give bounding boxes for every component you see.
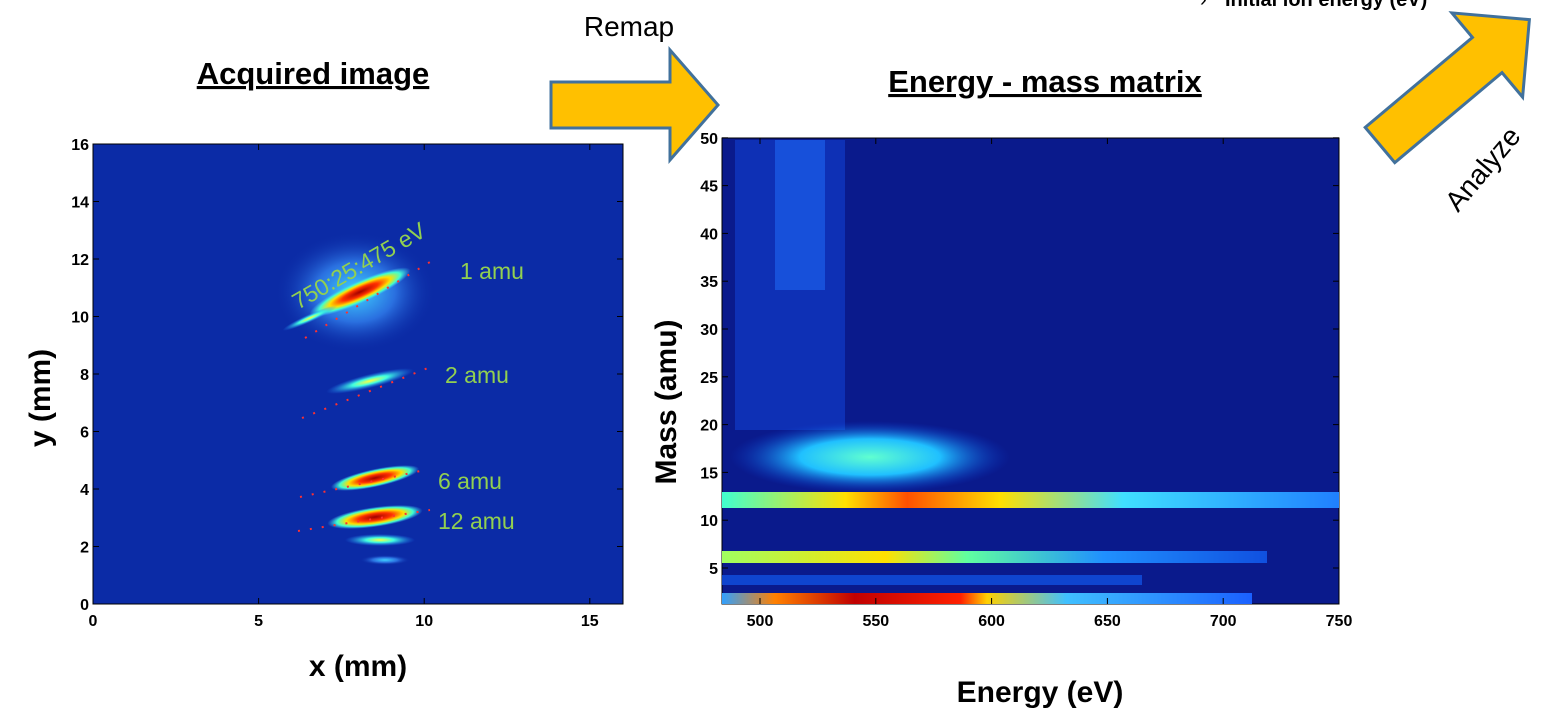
cloud (730, 421, 1010, 493)
left-plot-area (92, 143, 624, 605)
analyze-arrow-shape (1363, 11, 1532, 165)
y-tick-label: 40 (700, 226, 718, 243)
y-tick-label: 45 (700, 179, 718, 196)
band (722, 575, 1142, 585)
streak (360, 555, 410, 565)
analyze-arrow (1363, 11, 1532, 165)
fit-dots (304, 261, 431, 339)
y-tick-label: 25 (700, 370, 718, 387)
x-tick-label: 650 (1094, 613, 1121, 630)
x-tick-label: 10 (415, 613, 433, 630)
y-tick-label: 35 (700, 274, 718, 291)
remap-label: Remap (584, 11, 674, 42)
annotation: 1 amu (460, 258, 524, 284)
x-tick-label: 600 (978, 613, 1005, 630)
right-plot (721, 137, 1340, 605)
y-tick-label: 8 (80, 367, 89, 384)
left-x-label: x (mm) (309, 650, 407, 683)
y-tick-label: 12 (71, 252, 89, 269)
y-tick-label: 0 (80, 597, 89, 614)
x-tick-label: 550 (862, 613, 889, 630)
header-note: Initial ion energy (eV) (1225, 0, 1427, 11)
band (722, 551, 1267, 563)
right-title: Energy - mass matrix (888, 64, 1202, 99)
y-tick-label: 6 (80, 425, 89, 442)
y-tick-label: 10 (71, 310, 89, 327)
right-y-label: Mass (amu) (650, 319, 683, 484)
y-tick-label: 14 (71, 195, 89, 212)
annotation: 2 amu (445, 362, 509, 388)
streak (309, 267, 411, 317)
right-x-label: Energy (eV) (957, 676, 1124, 709)
left-plot: 750:25:475 eV 1 amu 2 amu 6 amu 12 amu (92, 143, 624, 605)
streak (326, 368, 414, 394)
bullet: › (1200, 0, 1207, 11)
streak (330, 465, 420, 491)
left-title: Acquired image (197, 56, 430, 91)
y-tick-label: 15 (700, 465, 718, 482)
x-tick-label: 0 (89, 613, 98, 630)
y-tick-label: 50 (700, 131, 718, 148)
y-tick-label: 10 (700, 513, 718, 530)
y-tick-label: 2 (80, 540, 89, 557)
remap-arrow (549, 46, 720, 164)
y-tick-label: 16 (71, 137, 89, 154)
band (722, 593, 1252, 604)
y-tick-label: 30 (700, 322, 718, 339)
left-y-label: y (mm) (24, 349, 57, 447)
analyze-label: Analyze (1439, 121, 1527, 217)
y-tick-label: 4 (80, 482, 89, 499)
x-tick-label: 5 (254, 613, 263, 630)
y-tick-label: 20 (700, 418, 718, 435)
x-tick-label: 700 (1210, 613, 1237, 630)
streak (327, 505, 423, 529)
x-tick-label: 500 (747, 613, 774, 630)
patch (775, 140, 825, 290)
x-tick-label: 750 (1326, 613, 1353, 630)
streak (282, 305, 338, 331)
band (722, 492, 1339, 508)
streak (345, 534, 415, 546)
annotation: 6 amu (438, 468, 502, 494)
x-tick-label: 15 (581, 613, 599, 630)
y-tick-label: 5 (709, 561, 718, 578)
annotation: 12 amu (438, 508, 515, 534)
